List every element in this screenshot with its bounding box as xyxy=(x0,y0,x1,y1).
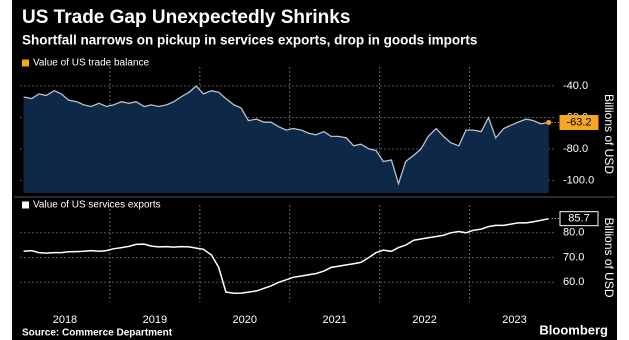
x-tick-label: 2018 xyxy=(53,314,77,326)
legend-marker xyxy=(22,59,29,67)
y-axis-label: Billions of USD xyxy=(602,217,616,297)
legend-label: Value of US trade balance xyxy=(33,58,149,69)
source: Source: Commerce Department xyxy=(22,328,173,339)
line xyxy=(23,85,549,186)
brand: Bloomberg xyxy=(539,322,608,337)
line xyxy=(23,217,549,295)
y-tick-label: -100.0 xyxy=(563,174,594,186)
legend-label: Value of US services exports xyxy=(33,200,161,211)
last-point xyxy=(546,120,552,126)
y-axis-label: Billions of USD xyxy=(602,94,616,174)
last-value-box xyxy=(559,211,599,227)
x-tick-label: 2021 xyxy=(322,314,346,326)
x-tick-label: 2023 xyxy=(502,314,526,326)
x-tick-label: 2020 xyxy=(233,314,257,326)
x-tick-label: 2022 xyxy=(412,314,436,326)
last-value-label: -63.2 xyxy=(566,116,591,128)
y-tick-label: -40.0 xyxy=(563,80,588,92)
last-value-box xyxy=(559,115,599,131)
chart-subtitle: Shortfall narrows on pickup in services … xyxy=(22,33,477,48)
legend-marker xyxy=(22,201,29,209)
x-tick-label: 2019 xyxy=(143,314,167,326)
chart-title: US Trade Gap Unexpectedly Shrinks xyxy=(22,7,350,28)
last-value-label: 85.7 xyxy=(568,213,589,225)
y-tick-label: 60.0 xyxy=(563,276,584,288)
y-tick-label: 70.0 xyxy=(563,251,584,263)
y-tick-label: 80.0 xyxy=(563,227,584,239)
area xyxy=(23,86,549,193)
y-tick-label: -80.0 xyxy=(563,143,588,155)
